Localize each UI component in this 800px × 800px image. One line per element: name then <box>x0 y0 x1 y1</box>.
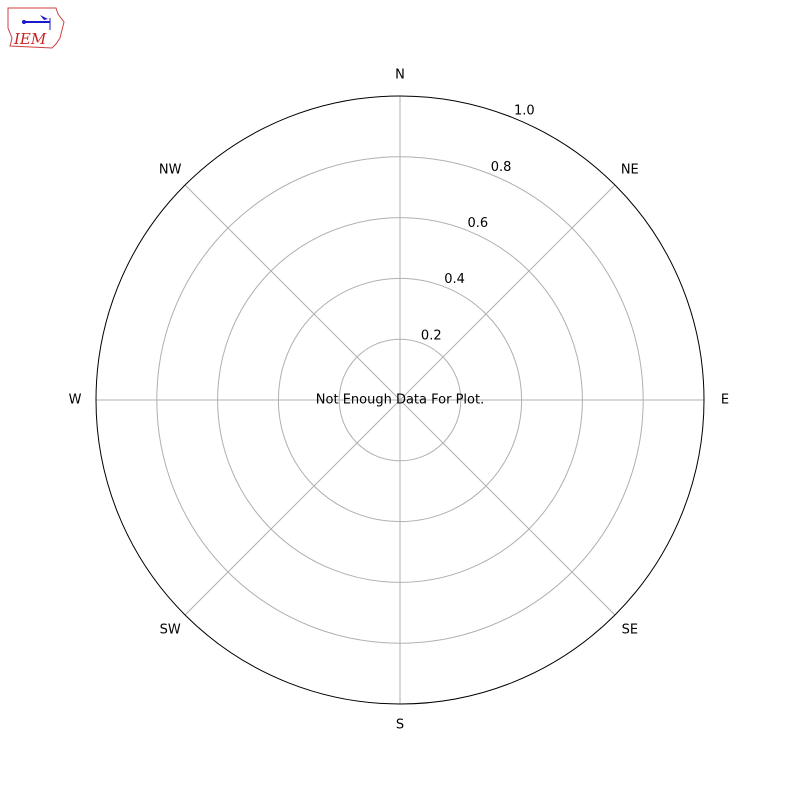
angular-gridline <box>399 399 616 616</box>
direction-label: NW <box>159 163 182 178</box>
outer-frame <box>95 95 705 705</box>
direction-label: N <box>395 68 405 83</box>
direction-label: NE <box>621 163 639 178</box>
radial-tick-label: 0.2 <box>421 328 442 343</box>
no-data-message: Not Enough Data For Plot. <box>316 393 484 408</box>
radial-tick-label: 0.6 <box>467 216 488 231</box>
radial-tick-label: 0.8 <box>491 160 512 175</box>
angular-gridline <box>184 184 401 401</box>
angular-gridline <box>399 184 616 401</box>
direction-label: SW <box>160 622 181 637</box>
direction-label: SE <box>622 622 638 637</box>
direction-label: W <box>69 393 82 408</box>
logo-text: IEM <box>13 30 47 48</box>
direction-label: E <box>721 393 729 408</box>
angular-gridline <box>184 399 401 616</box>
iem-logo: IEM <box>7 7 65 49</box>
direction-label: S <box>396 718 404 733</box>
radial-tick-label: 0.4 <box>444 272 465 287</box>
radial-tick-label: 1.0 <box>514 104 535 119</box>
polar-grid <box>96 96 704 704</box>
